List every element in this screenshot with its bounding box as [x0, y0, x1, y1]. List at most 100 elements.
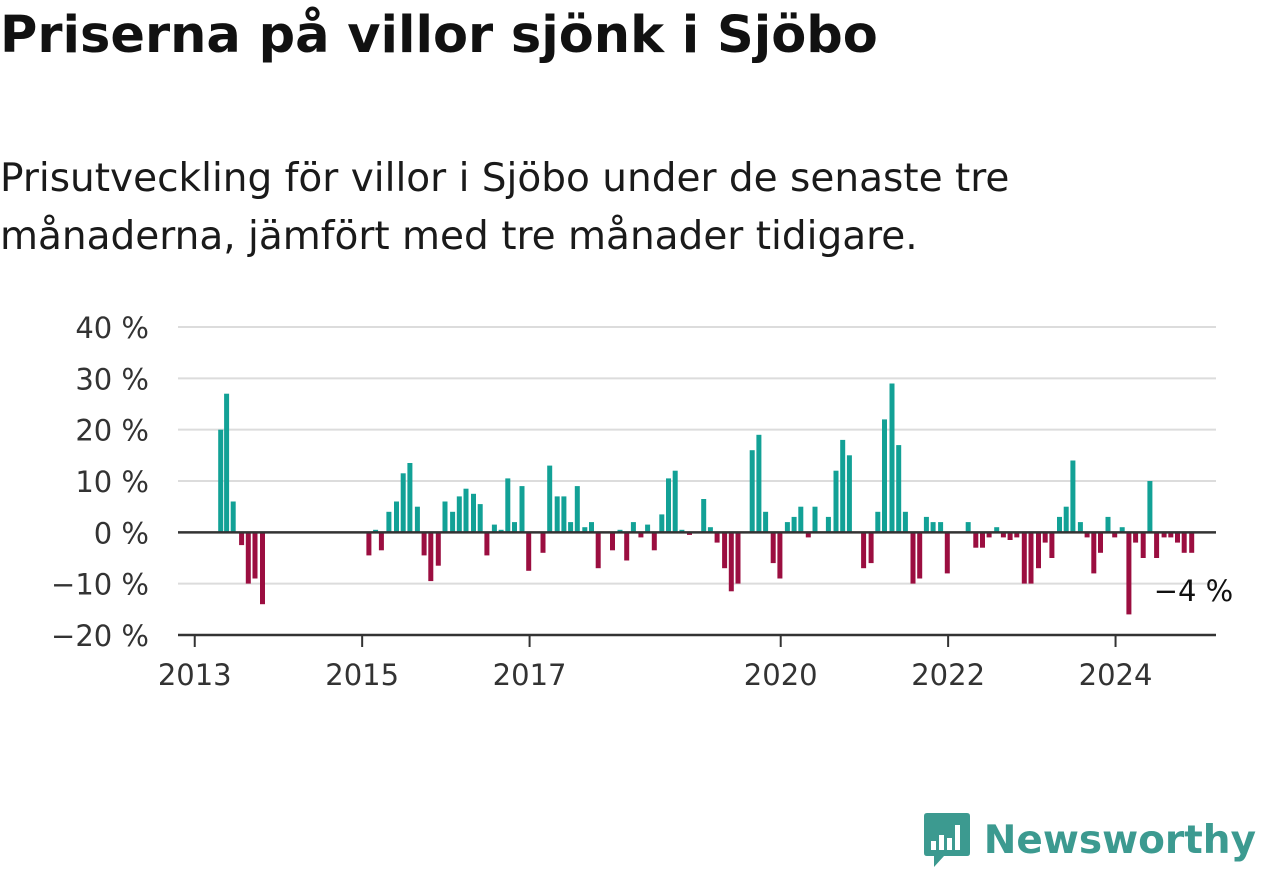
x-tick-label: 2020: [744, 658, 818, 692]
brand-name: Newsworthy: [983, 817, 1256, 863]
bar: [770, 532, 776, 564]
bar: [463, 488, 469, 533]
x-tick-label: 2024: [1079, 658, 1153, 692]
bar: [568, 522, 574, 533]
bar: [965, 522, 971, 533]
x-tick-label: 2015: [325, 658, 399, 692]
bar: [239, 532, 245, 546]
bar: [910, 532, 916, 584]
bar: [875, 511, 881, 533]
bar: [980, 532, 985, 548]
bar: [1057, 516, 1062, 533]
bar: [252, 532, 258, 579]
bar: [1168, 532, 1174, 538]
bar: [1084, 532, 1090, 538]
bar: [638, 532, 644, 538]
bar: [749, 450, 755, 533]
bar: [701, 499, 707, 533]
x-tick-label: 2022: [911, 658, 985, 692]
bar: [1119, 527, 1125, 533]
bar: [595, 532, 601, 569]
bar: [896, 445, 902, 533]
chart-subtitle: Prisutveckling för villor i Sjöbo under …: [0, 156, 1010, 259]
bar: [407, 463, 413, 533]
bar: [973, 532, 979, 548]
bar: [519, 486, 525, 533]
bar: [224, 393, 230, 533]
bar: [1175, 532, 1180, 543]
y-tick-label: −20 %: [51, 619, 149, 653]
y-tick-label: 10 %: [75, 465, 149, 499]
bar: [1154, 532, 1160, 558]
y-axis-labels: 40 % 30 % 20 % 10 % 0 % −10 % −20 %: [51, 311, 149, 653]
bar: [526, 532, 532, 571]
bar: [1098, 532, 1103, 553]
bar: [561, 496, 567, 533]
bar: [889, 383, 895, 533]
bar: [1133, 532, 1139, 543]
bar: [846, 455, 852, 533]
bar: [630, 522, 636, 533]
x-tick-label: 2017: [493, 658, 567, 692]
bar: [672, 470, 678, 533]
bar: [1014, 532, 1020, 538]
bar: [1126, 532, 1132, 615]
bar: [1147, 481, 1153, 533]
bar: [260, 532, 265, 605]
last-value-label: −4 %: [1154, 574, 1234, 608]
y-tick-label: 30 %: [75, 362, 149, 396]
bar: [1028, 532, 1034, 584]
bar: [714, 532, 720, 543]
bar: [450, 511, 456, 533]
bar: [1070, 460, 1076, 533]
bar: [1161, 532, 1167, 538]
bar: [610, 532, 615, 551]
bar: [798, 506, 804, 533]
bar: [1063, 506, 1069, 533]
bar: [763, 511, 769, 533]
bar: [428, 532, 434, 582]
bar: [218, 429, 224, 533]
bar: [442, 501, 448, 533]
bar: [414, 506, 420, 533]
bar: [589, 522, 594, 533]
bar: [833, 470, 839, 533]
bar: [1021, 532, 1027, 584]
bar: [1000, 532, 1006, 538]
bar: [930, 522, 936, 533]
bar: [687, 532, 692, 535]
bar: [477, 504, 483, 533]
bar: [805, 532, 811, 538]
bar: [394, 501, 399, 533]
y-tick-label: 0 %: [94, 516, 149, 550]
bar: [1042, 532, 1048, 543]
bar: [902, 511, 908, 533]
bar: [917, 532, 923, 579]
bar: [722, 532, 728, 569]
bar: [505, 478, 511, 533]
bar: [986, 532, 992, 538]
bar: [735, 532, 741, 584]
bar: [435, 532, 441, 566]
bar: [1181, 532, 1187, 553]
bar: [882, 419, 887, 533]
bar: [1007, 532, 1013, 540]
bar: [624, 532, 630, 561]
bar: [421, 532, 427, 556]
x-axis-labels: 2013 2015 2017 2020 2022 2024: [158, 635, 1153, 692]
bar: [812, 506, 818, 533]
bar: [400, 473, 406, 533]
chart-title: Priserna på villor sjönk i Sjöbo: [0, 6, 878, 65]
bar: [938, 522, 944, 533]
bar: [728, 532, 734, 592]
x-tick-label: 2013: [158, 658, 232, 692]
newsworthy-chart-icon: [923, 813, 970, 867]
bar: [666, 478, 671, 533]
bar: [554, 496, 560, 533]
bar: [1140, 532, 1146, 558]
bar: [582, 527, 588, 533]
bar: [777, 532, 783, 579]
bar: [994, 527, 1000, 533]
bar: [230, 501, 236, 533]
bar: [784, 522, 790, 533]
